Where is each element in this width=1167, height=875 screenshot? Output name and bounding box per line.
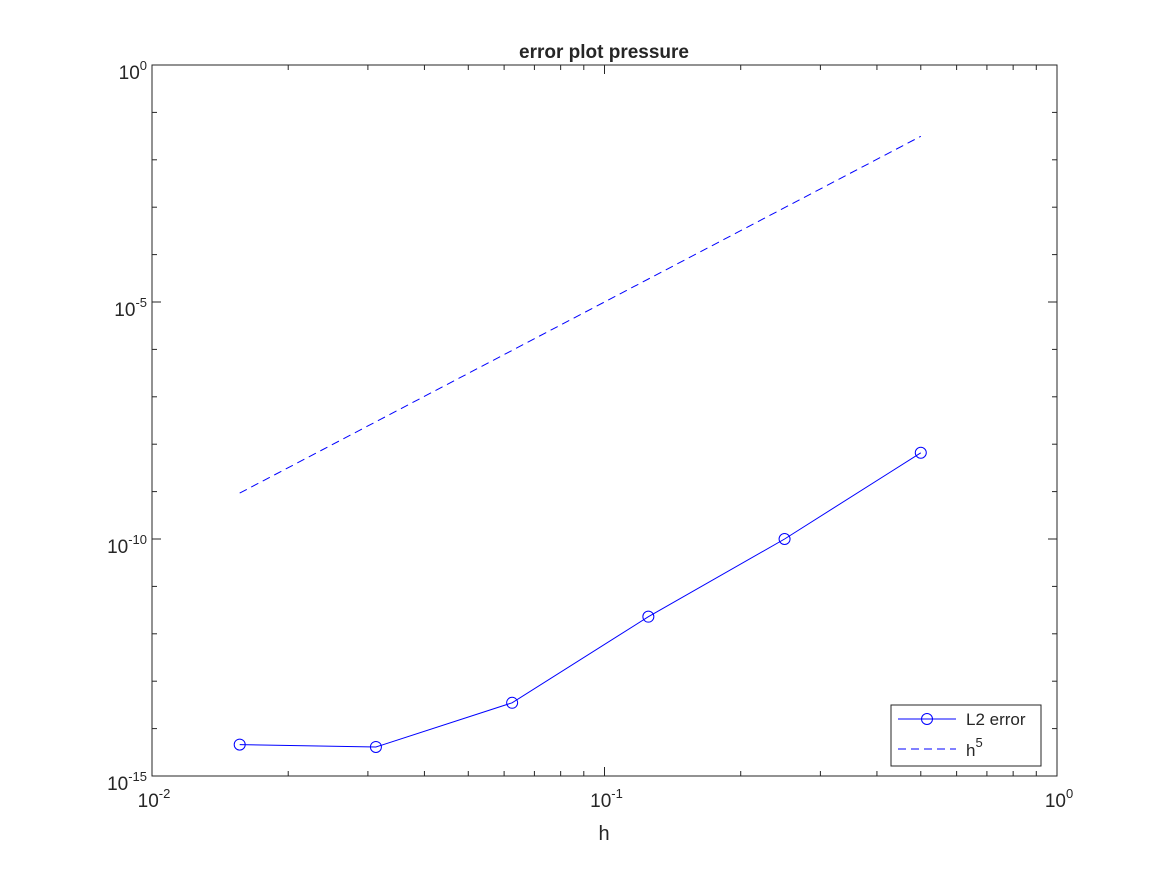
- x-tick-label-base: 10: [590, 791, 611, 812]
- axes-box: [151, 64, 1058, 777]
- chart-title: error plot pressure: [519, 42, 689, 63]
- x-tick-label: 10-1: [590, 786, 623, 812]
- legend-box: [890, 704, 1042, 767]
- legend-marker-l2-error: [921, 713, 933, 725]
- legend-label-h5: h5: [966, 735, 983, 760]
- x-tick-label-exp: -2: [159, 786, 171, 801]
- x-tick-label: 100: [1045, 786, 1073, 812]
- data-point-l2-error: [369, 740, 382, 753]
- x-tick-labels: 10-2 10-1 100: [138, 786, 1074, 812]
- series-layer: [233, 135, 927, 753]
- plot-area: [152, 65, 1057, 776]
- y-tick-label-base: 10: [114, 300, 135, 321]
- data-point-l2-error: [233, 738, 246, 751]
- y-tick-label: 10-10: [107, 532, 147, 558]
- y-tick-label-exp: -15: [128, 769, 147, 784]
- y-tick-label-base: 10: [107, 537, 128, 558]
- x-tick-label-exp: -1: [611, 786, 623, 801]
- data-point-l2-error: [506, 696, 519, 709]
- y-tick-label-exp: -10: [128, 532, 147, 547]
- data-point-l2-error: [778, 533, 791, 545]
- legend-label-h5-exp: 5: [975, 735, 982, 750]
- series-line-h5: [239, 135, 922, 494]
- legend: L2 error h5: [890, 704, 1042, 767]
- legend-label-l2-error: L2 error: [966, 710, 1026, 729]
- series-line-l2-error: [239, 452, 922, 748]
- x-tick-label-base: 10: [1045, 791, 1066, 812]
- y-tick-label-exp: -5: [135, 295, 147, 310]
- y-tick-label-base: 10: [119, 63, 140, 84]
- x-tick-label-exp: 0: [1066, 786, 1073, 801]
- legend-label-h5-base: h: [966, 741, 975, 760]
- y-tick-label: 100: [119, 58, 147, 84]
- data-point-l2-error: [642, 610, 655, 623]
- data-point-l2-error: [914, 446, 927, 459]
- x-tick-label: 10-2: [138, 786, 171, 812]
- minor-ticks: [152, 64, 1057, 777]
- y-tick-label-base: 10: [107, 774, 128, 795]
- x-axis-label: h: [598, 823, 609, 845]
- y-tick-label: 10-5: [114, 295, 147, 321]
- y-tick-label: 10-15: [107, 769, 147, 795]
- x-tick-label-base: 10: [138, 791, 159, 812]
- y-tick-label-exp: 0: [140, 58, 147, 73]
